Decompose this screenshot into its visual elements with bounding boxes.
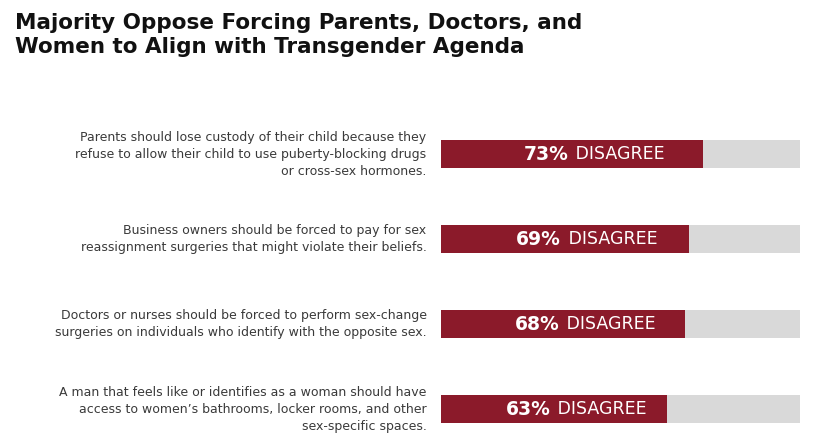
Text: A man that feels like or identifies as a woman should have
access to women’s bat: A man that feels like or identifies as a… (59, 386, 427, 433)
Text: 69%: 69% (516, 230, 561, 249)
Text: DISAGREE: DISAGREE (561, 315, 656, 333)
FancyBboxPatch shape (686, 310, 800, 338)
Text: 63%: 63% (506, 400, 550, 419)
Text: DISAGREE: DISAGREE (563, 230, 658, 248)
Text: Business owners should be forced to pay for sex
reassignment surgeries that migh: Business owners should be forced to pay … (81, 224, 427, 254)
Text: DISAGREE: DISAGREE (570, 145, 664, 163)
Text: Doctors or nurses should be forced to perform sex-change
surgeries on individual: Doctors or nurses should be forced to pe… (55, 309, 427, 339)
Text: Majority Oppose Forcing Parents, Doctors, and
Women to Align with Transgender Ag: Majority Oppose Forcing Parents, Doctors… (15, 13, 582, 57)
FancyBboxPatch shape (704, 140, 800, 168)
FancyBboxPatch shape (667, 396, 800, 423)
Text: DISAGREE: DISAGREE (552, 400, 647, 418)
FancyBboxPatch shape (441, 310, 686, 338)
FancyBboxPatch shape (441, 140, 704, 168)
Text: 73%: 73% (523, 145, 568, 164)
FancyBboxPatch shape (441, 396, 667, 423)
Text: Parents should lose custody of their child because they
refuse to allow their ch: Parents should lose custody of their chi… (75, 131, 427, 178)
FancyBboxPatch shape (441, 226, 689, 253)
Text: 68%: 68% (515, 315, 559, 334)
FancyBboxPatch shape (689, 226, 800, 253)
